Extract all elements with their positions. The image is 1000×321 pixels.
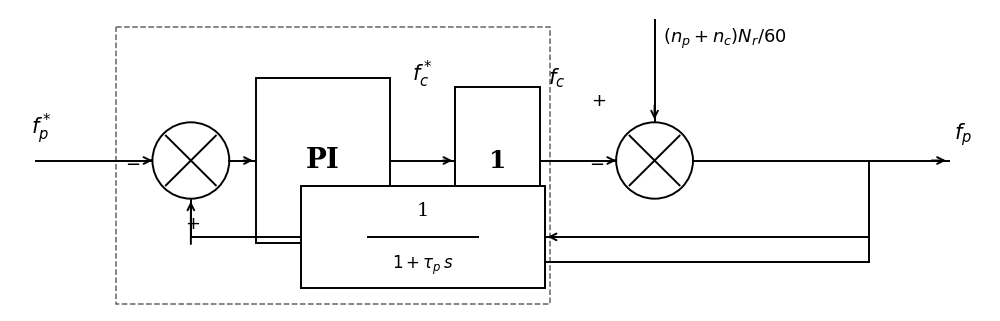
Text: $f_p$: $f_p$: [954, 122, 972, 148]
Text: 1: 1: [417, 203, 429, 221]
Text: $f_c$: $f_c$: [548, 67, 565, 91]
Text: $-$: $-$: [125, 154, 140, 172]
Text: PI: PI: [306, 147, 340, 174]
Text: $+$: $+$: [185, 214, 200, 232]
Text: $f_c^*$: $f_c^*$: [412, 59, 433, 91]
Bar: [256, 78, 390, 243]
Text: $f_p^*$: $f_p^*$: [31, 111, 52, 146]
Bar: [455, 87, 540, 234]
Text: 1: 1: [489, 149, 506, 172]
Text: $(n_p+n_c)N_r/60$: $(n_p+n_c)N_r/60$: [663, 27, 786, 51]
Text: $1+\tau_p\,s$: $1+\tau_p\,s$: [392, 254, 454, 277]
Bar: [301, 186, 545, 288]
Text: $-$: $-$: [589, 154, 604, 172]
Bar: [116, 27, 550, 304]
Text: $+$: $+$: [591, 92, 606, 110]
